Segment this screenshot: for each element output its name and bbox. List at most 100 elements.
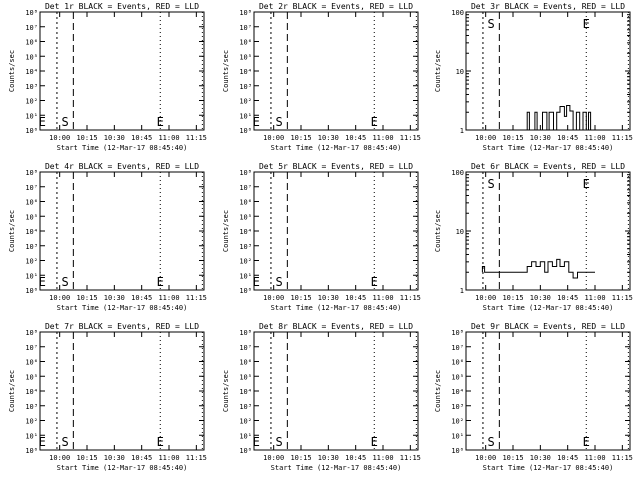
- panel-title: Det 4r BLACK = Events, RED = LLD: [45, 162, 199, 171]
- x-tick-label: 10:15: [76, 134, 97, 142]
- detector-panel: Det 2r BLACK = Events, RED = LLD 10⁰ 10¹ 10…: [222, 2, 421, 152]
- detector-panel: Det 5r BLACK = Events, RED = LLD 10⁰ 10¹ 10…: [222, 162, 421, 312]
- y-tick-label: 10⁷: [25, 184, 38, 192]
- event-marker: S: [276, 435, 283, 449]
- x-tick-label: 10:15: [76, 454, 97, 462]
- event-marker: E: [157, 275, 164, 289]
- y-tick-label: 10⁰: [451, 447, 464, 455]
- y-tick-label: 10⁷: [25, 344, 38, 352]
- event-marker: E: [157, 435, 164, 449]
- y-tick-label: 10⁶: [451, 359, 464, 367]
- y-tick-label: 10⁶: [239, 359, 252, 367]
- x-tick-label: 11:00: [158, 134, 179, 142]
- event-marker: E: [371, 115, 378, 129]
- y-tick-label: 1: [460, 287, 464, 295]
- y-tick-label: 10⁴: [25, 388, 38, 396]
- y-tick-label: 10¹: [239, 272, 252, 280]
- x-tick-label: 10:15: [290, 294, 311, 302]
- y-axis-label: Counts/sec: [434, 50, 442, 92]
- y-tick-label: 10⁷: [239, 184, 252, 192]
- event-marker: E: [583, 435, 590, 449]
- y-axis-label: Counts/sec: [8, 50, 16, 92]
- y-tick-label: 10: [456, 68, 464, 76]
- detector-panel: Det 7r BLACK = Events, RED = LLD 10⁰ 10¹ 10…: [8, 322, 207, 472]
- y-tick-label: 10³: [239, 83, 252, 91]
- panel-title: Det 9r BLACK = Events, RED = LLD: [471, 322, 625, 331]
- y-tick-label: 10⁷: [25, 24, 38, 32]
- event-marker: E: [371, 435, 378, 449]
- y-tick-label: 10⁸: [25, 329, 38, 337]
- x-tick-label: 11:00: [158, 454, 179, 462]
- y-axis-label: Counts/sec: [8, 370, 16, 412]
- x-tick-label: 11:15: [612, 454, 633, 462]
- event-marker: E: [39, 275, 46, 289]
- y-tick-label: 10³: [25, 403, 38, 411]
- x-tick-label: 10:30: [318, 294, 339, 302]
- y-tick-label: 10¹: [239, 112, 252, 120]
- plot-frame: [39, 331, 205, 451]
- detector-panel: Det 8r BLACK = Events, RED = LLD 10⁰ 10¹ 10…: [222, 322, 421, 472]
- y-tick-label: 10⁶: [25, 199, 38, 207]
- y-tick-label: 10³: [239, 243, 252, 251]
- event-marker: E: [583, 17, 590, 31]
- panel-title: Det 2r BLACK = Events, RED = LLD: [259, 2, 413, 11]
- y-tick-label: 10: [456, 228, 464, 236]
- x-tick-label: 10:30: [530, 134, 551, 142]
- x-tick-label: 10:45: [131, 134, 152, 142]
- y-tick-label: 10¹: [25, 112, 38, 120]
- event-count-series: [481, 258, 595, 279]
- x-axis-label: Start Time (12-Mar-17 08:45:40): [483, 304, 614, 312]
- x-axis-label: Start Time (12-Mar-17 08:45:40): [57, 304, 188, 312]
- y-tick-label: 10⁴: [25, 228, 38, 236]
- x-tick-label: 10:45: [345, 294, 366, 302]
- x-tick-label: 11:15: [400, 294, 421, 302]
- x-tick-label: 10:45: [131, 454, 152, 462]
- y-axis-label: Counts/sec: [222, 50, 230, 92]
- y-axis-label: Counts/sec: [222, 210, 230, 252]
- x-tick-label: 11:00: [584, 294, 605, 302]
- y-tick-label: 10¹: [239, 432, 252, 440]
- y-tick-label: 10¹: [451, 432, 464, 440]
- event-marker: S: [488, 17, 495, 31]
- x-tick-label: 10:45: [557, 134, 578, 142]
- y-tick-label: 10²: [239, 98, 252, 106]
- y-tick-label: 10⁵: [25, 53, 38, 61]
- x-tick-label: 10:00: [49, 454, 70, 462]
- y-tick-label: 10³: [239, 403, 252, 411]
- y-tick-label: 10⁶: [239, 39, 252, 47]
- y-tick-label: 10⁷: [239, 24, 252, 32]
- y-tick-label: 10⁵: [25, 213, 38, 221]
- event-marker: S: [62, 275, 69, 289]
- y-tick-label: 10⁵: [239, 373, 252, 381]
- plot-frame: [39, 11, 205, 131]
- x-tick-label: 10:30: [530, 294, 551, 302]
- plot-frame: [253, 331, 419, 451]
- y-tick-label: 10⁴: [239, 388, 252, 396]
- x-tick-label: 10:00: [263, 134, 284, 142]
- x-tick-label: 10:00: [263, 454, 284, 462]
- event-marker: E: [253, 275, 260, 289]
- x-tick-label: 10:30: [104, 134, 125, 142]
- y-tick-label: 10⁶: [25, 359, 38, 367]
- y-tick-label: 10⁸: [25, 9, 38, 17]
- panel-title: Det 7r BLACK = Events, RED = LLD: [45, 322, 199, 331]
- y-tick-label: 10⁰: [25, 127, 38, 135]
- y-tick-label: 10⁶: [25, 39, 38, 47]
- y-tick-label: 10⁰: [239, 127, 252, 135]
- x-tick-label: 11:15: [400, 454, 421, 462]
- y-axis-label: Counts/sec: [222, 370, 230, 412]
- y-tick-label: 10⁷: [451, 344, 464, 352]
- y-tick-label: 10³: [25, 243, 38, 251]
- event-count-series: [526, 105, 595, 131]
- x-tick-label: 10:45: [345, 134, 366, 142]
- y-axis-label: Counts/sec: [8, 210, 16, 252]
- y-tick-label: 10³: [451, 403, 464, 411]
- x-tick-label: 10:00: [475, 454, 496, 462]
- x-tick-label: 11:00: [158, 294, 179, 302]
- x-axis-label: Start Time (12-Mar-17 08:45:40): [57, 464, 188, 472]
- plot-frame: [39, 171, 205, 291]
- x-tick-label: 10:00: [49, 134, 70, 142]
- event-marker: E: [583, 177, 590, 191]
- y-tick-label: 10⁵: [239, 213, 252, 221]
